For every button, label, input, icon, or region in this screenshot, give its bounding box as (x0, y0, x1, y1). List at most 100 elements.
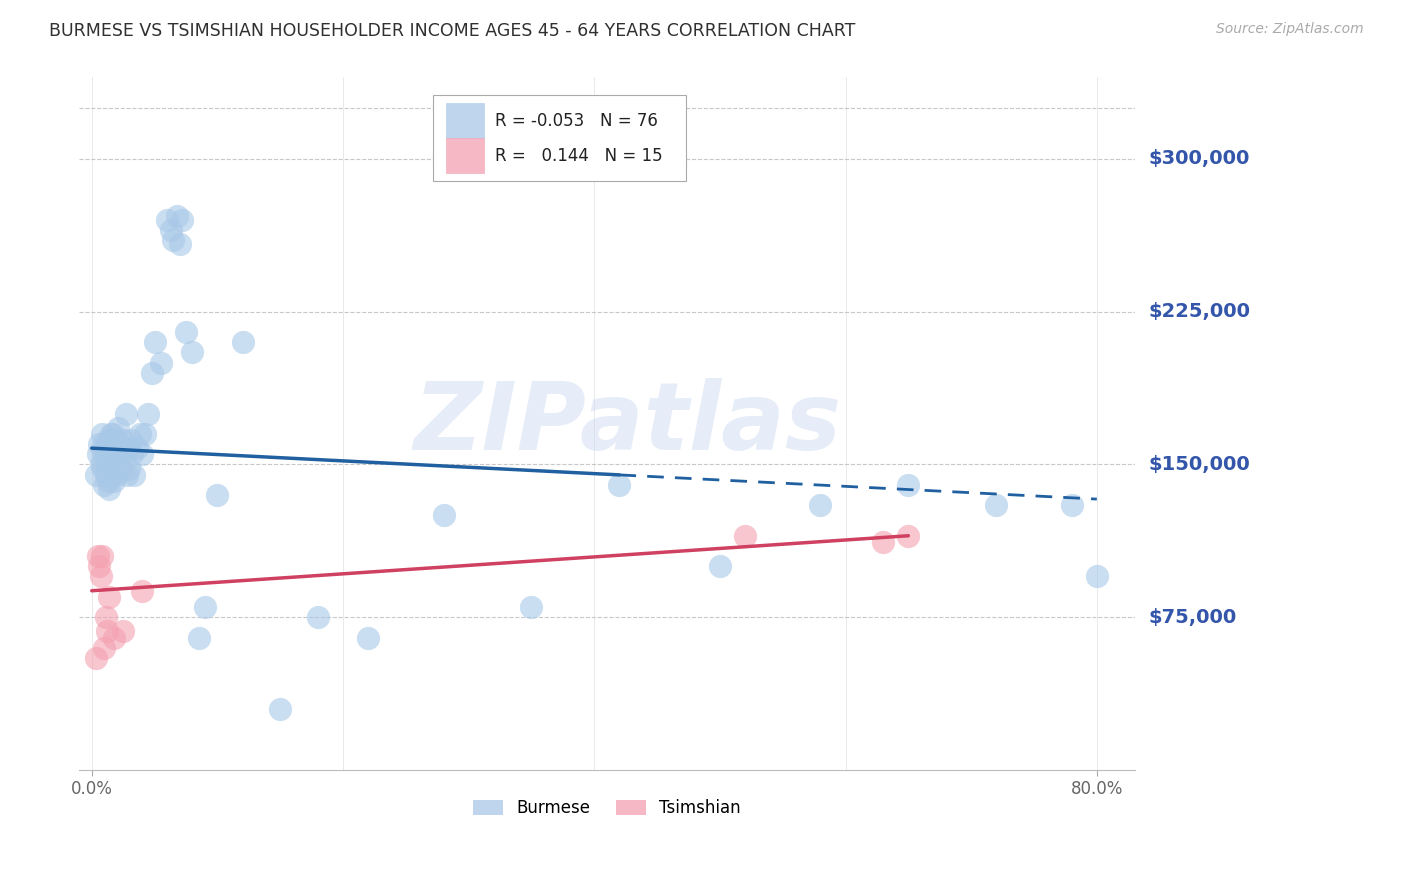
Point (91, 447, 114, 461)
Point (1085, 569, 1108, 583)
Point (94, 610, 117, 624)
Point (104, 467, 127, 482)
Point (118, 461, 141, 475)
Point (609, 478, 631, 492)
Point (1060, 498, 1083, 512)
FancyBboxPatch shape (447, 138, 485, 173)
Point (114, 447, 136, 461)
Point (124, 467, 146, 482)
Point (181, 345, 204, 359)
Text: $225,000: $225,000 (1149, 302, 1250, 321)
Text: $300,000: $300,000 (1149, 150, 1250, 169)
Point (114, 407, 136, 421)
Point (897, 529, 920, 543)
Point (709, 559, 731, 574)
Point (89, 437, 111, 451)
Point (101, 461, 124, 475)
Point (89, 559, 111, 574)
Point (307, 610, 329, 624)
Point (734, 529, 756, 543)
Point (107, 421, 129, 435)
Point (87, 447, 110, 461)
Point (101, 437, 124, 451)
Point (136, 407, 159, 421)
Point (90, 549, 112, 563)
Point (174, 325, 197, 339)
Point (90, 458, 112, 472)
Point (117, 441, 139, 455)
Point (93, 478, 115, 492)
Point (97, 433, 120, 447)
Point (91, 461, 114, 475)
Point (187, 631, 209, 645)
Point (87, 549, 110, 563)
Point (166, 209, 188, 223)
Point (143, 335, 166, 350)
Point (149, 356, 172, 370)
Point (96, 624, 118, 639)
Point (84, 467, 107, 482)
Point (93, 640, 115, 655)
Point (112, 624, 135, 639)
Point (94, 467, 117, 482)
Point (194, 600, 217, 615)
Text: ZIPatlas: ZIPatlas (413, 377, 842, 470)
Point (125, 441, 148, 455)
Point (103, 441, 125, 455)
Point (112, 433, 135, 447)
Point (96, 461, 118, 475)
Point (93, 437, 115, 451)
Point (101, 458, 124, 472)
Point (105, 433, 128, 447)
Text: R = -0.053   N = 76: R = -0.053 N = 76 (495, 112, 658, 129)
Point (110, 461, 132, 475)
Point (520, 600, 543, 615)
Point (160, 223, 183, 237)
Point (810, 498, 832, 512)
Point (156, 213, 179, 227)
Point (115, 467, 138, 482)
Point (872, 534, 894, 549)
Point (121, 447, 143, 461)
Text: BURMESE VS TSIMSHIAN HOUSEHOLDER INCOME AGES 45 - 64 YEARS CORRELATION CHART: BURMESE VS TSIMSHIAN HOUSEHOLDER INCOME … (49, 22, 856, 40)
Point (172, 213, 194, 227)
Text: $150,000: $150,000 (1149, 455, 1250, 474)
Point (357, 631, 380, 645)
Point (98, 482, 121, 496)
Text: Source: ZipAtlas.com: Source: ZipAtlas.com (1216, 22, 1364, 37)
Point (96, 441, 118, 455)
Text: $75,000: $75,000 (1149, 607, 1237, 627)
Point (103, 631, 125, 645)
Point (141, 366, 163, 380)
Point (169, 237, 191, 252)
Point (231, 335, 253, 350)
Point (100, 447, 122, 461)
Point (120, 433, 142, 447)
Point (100, 426, 122, 441)
Point (432, 508, 454, 523)
Text: R =   0.144   N = 15: R = 0.144 N = 15 (495, 146, 662, 164)
Point (101, 426, 124, 441)
Point (94, 447, 117, 461)
Point (90, 569, 112, 583)
Point (90, 426, 112, 441)
Point (897, 478, 920, 492)
FancyBboxPatch shape (447, 103, 485, 138)
Point (104, 447, 127, 461)
FancyBboxPatch shape (433, 95, 686, 181)
Point (97, 453, 120, 467)
Point (98, 441, 121, 455)
Point (162, 234, 184, 248)
Point (84, 651, 107, 665)
Point (108, 447, 131, 461)
Point (111, 441, 134, 455)
Point (986, 498, 1008, 512)
Point (131, 583, 153, 598)
Point (134, 426, 156, 441)
Point (269, 702, 291, 716)
Point (98, 590, 121, 604)
Point (131, 447, 153, 461)
Point (100, 467, 122, 482)
Point (97, 474, 120, 488)
Legend: Burmese, Tsimshian: Burmese, Tsimshian (467, 793, 747, 824)
